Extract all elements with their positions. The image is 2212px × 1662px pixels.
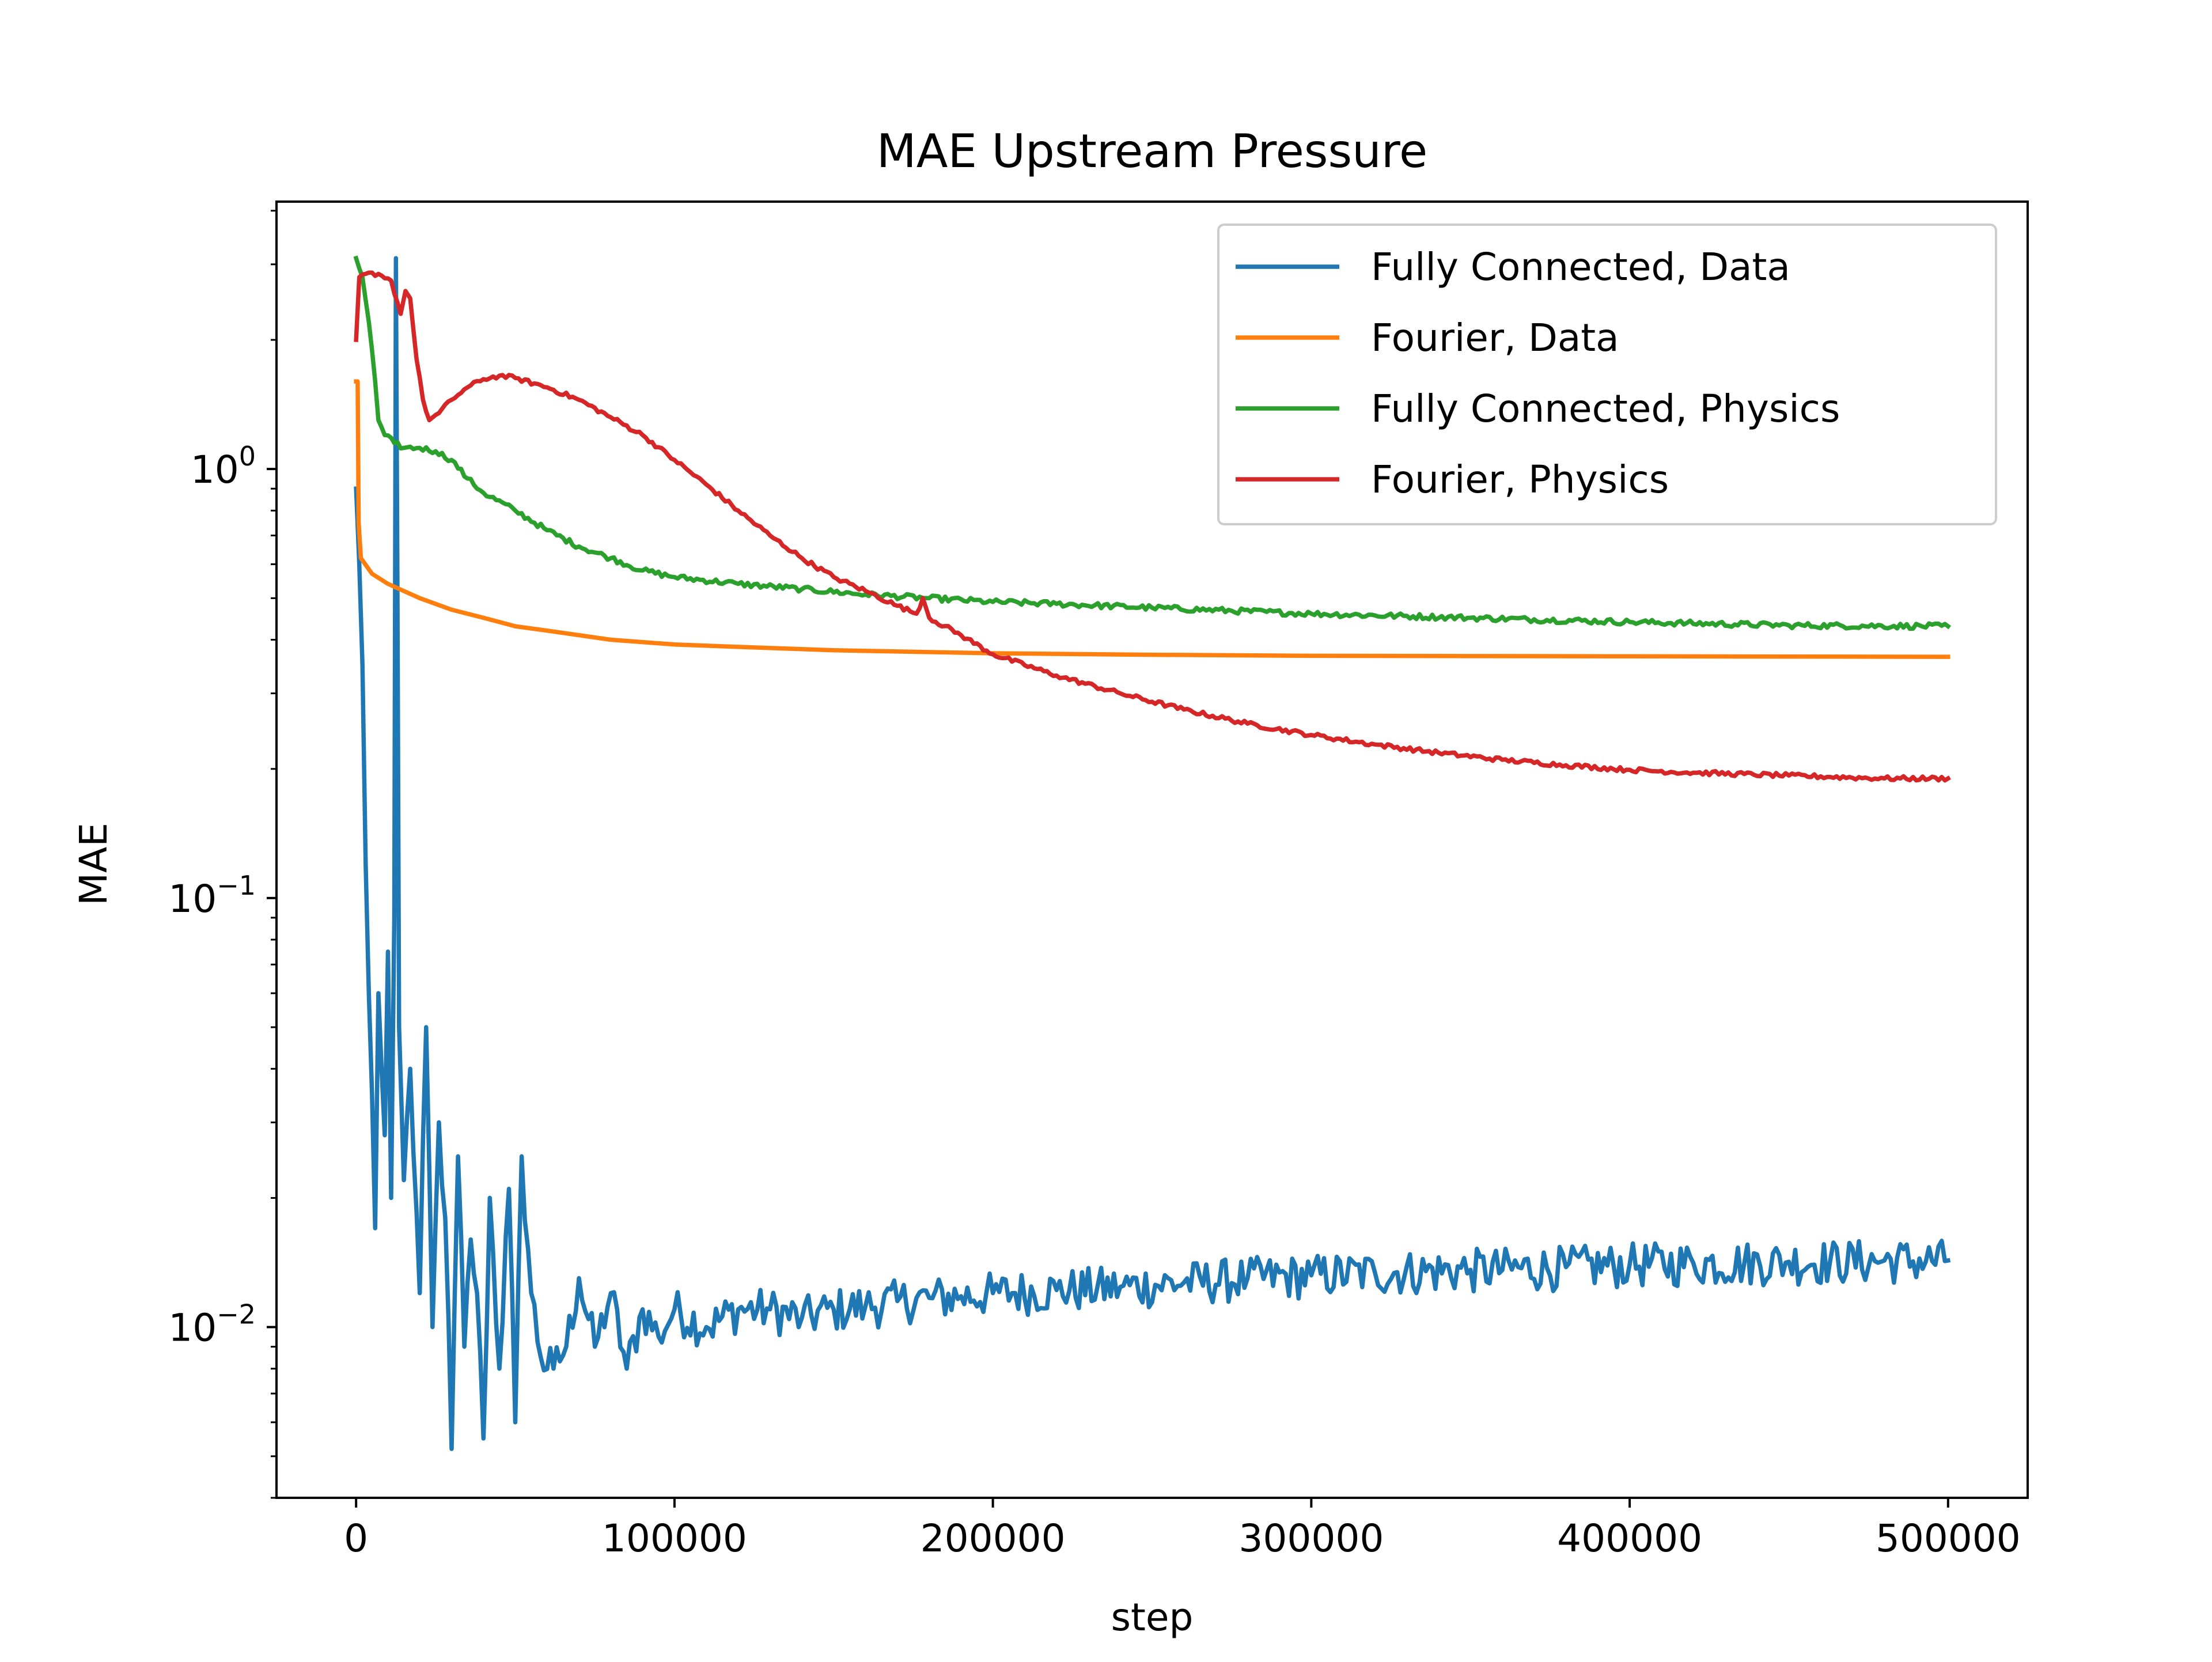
legend-layer: Fully Connected, Data Fourier, Data Fully … xyxy=(1217,224,1997,525)
legend-label-2: Fourier, Data xyxy=(1371,316,1619,360)
legend-box xyxy=(1217,224,1997,525)
chart-title: MAE Upstream Pressure xyxy=(877,124,1427,178)
x-tick-label: 100000 xyxy=(602,1516,747,1561)
series-line-3 xyxy=(353,255,1952,631)
series-line-4 xyxy=(354,270,1951,783)
legend-label-4: Fourier, Physics xyxy=(1371,457,1669,502)
plot-frame xyxy=(275,200,2029,1499)
x-tick-label: 200000 xyxy=(921,1516,1066,1561)
axes-layer: 0 100000 200000 300000 400000 500000 10−2 10−1 1… xyxy=(168,200,2029,1561)
y-tick-label: 10−1 xyxy=(168,870,256,921)
legend-label-1: Fully Connected, Data xyxy=(1371,245,1790,289)
y-tick-label: 10−2 xyxy=(168,1299,256,1350)
x-tick-label: 500000 xyxy=(1876,1516,2021,1561)
x-tick-label: 300000 xyxy=(1238,1516,1384,1561)
y-tick-label: 100 xyxy=(191,441,256,492)
series-line-1 xyxy=(354,256,1951,1451)
legend-label-3: Fully Connected, Physics xyxy=(1371,387,1840,431)
series-line-2 xyxy=(354,379,1950,659)
x-tick-label: 0 xyxy=(344,1516,368,1561)
y-axis-label: MAE xyxy=(71,823,116,906)
x-tick-label: 400000 xyxy=(1557,1516,1702,1561)
series-layer xyxy=(353,255,1952,1451)
x-axis-label: step xyxy=(1111,1595,1194,1640)
